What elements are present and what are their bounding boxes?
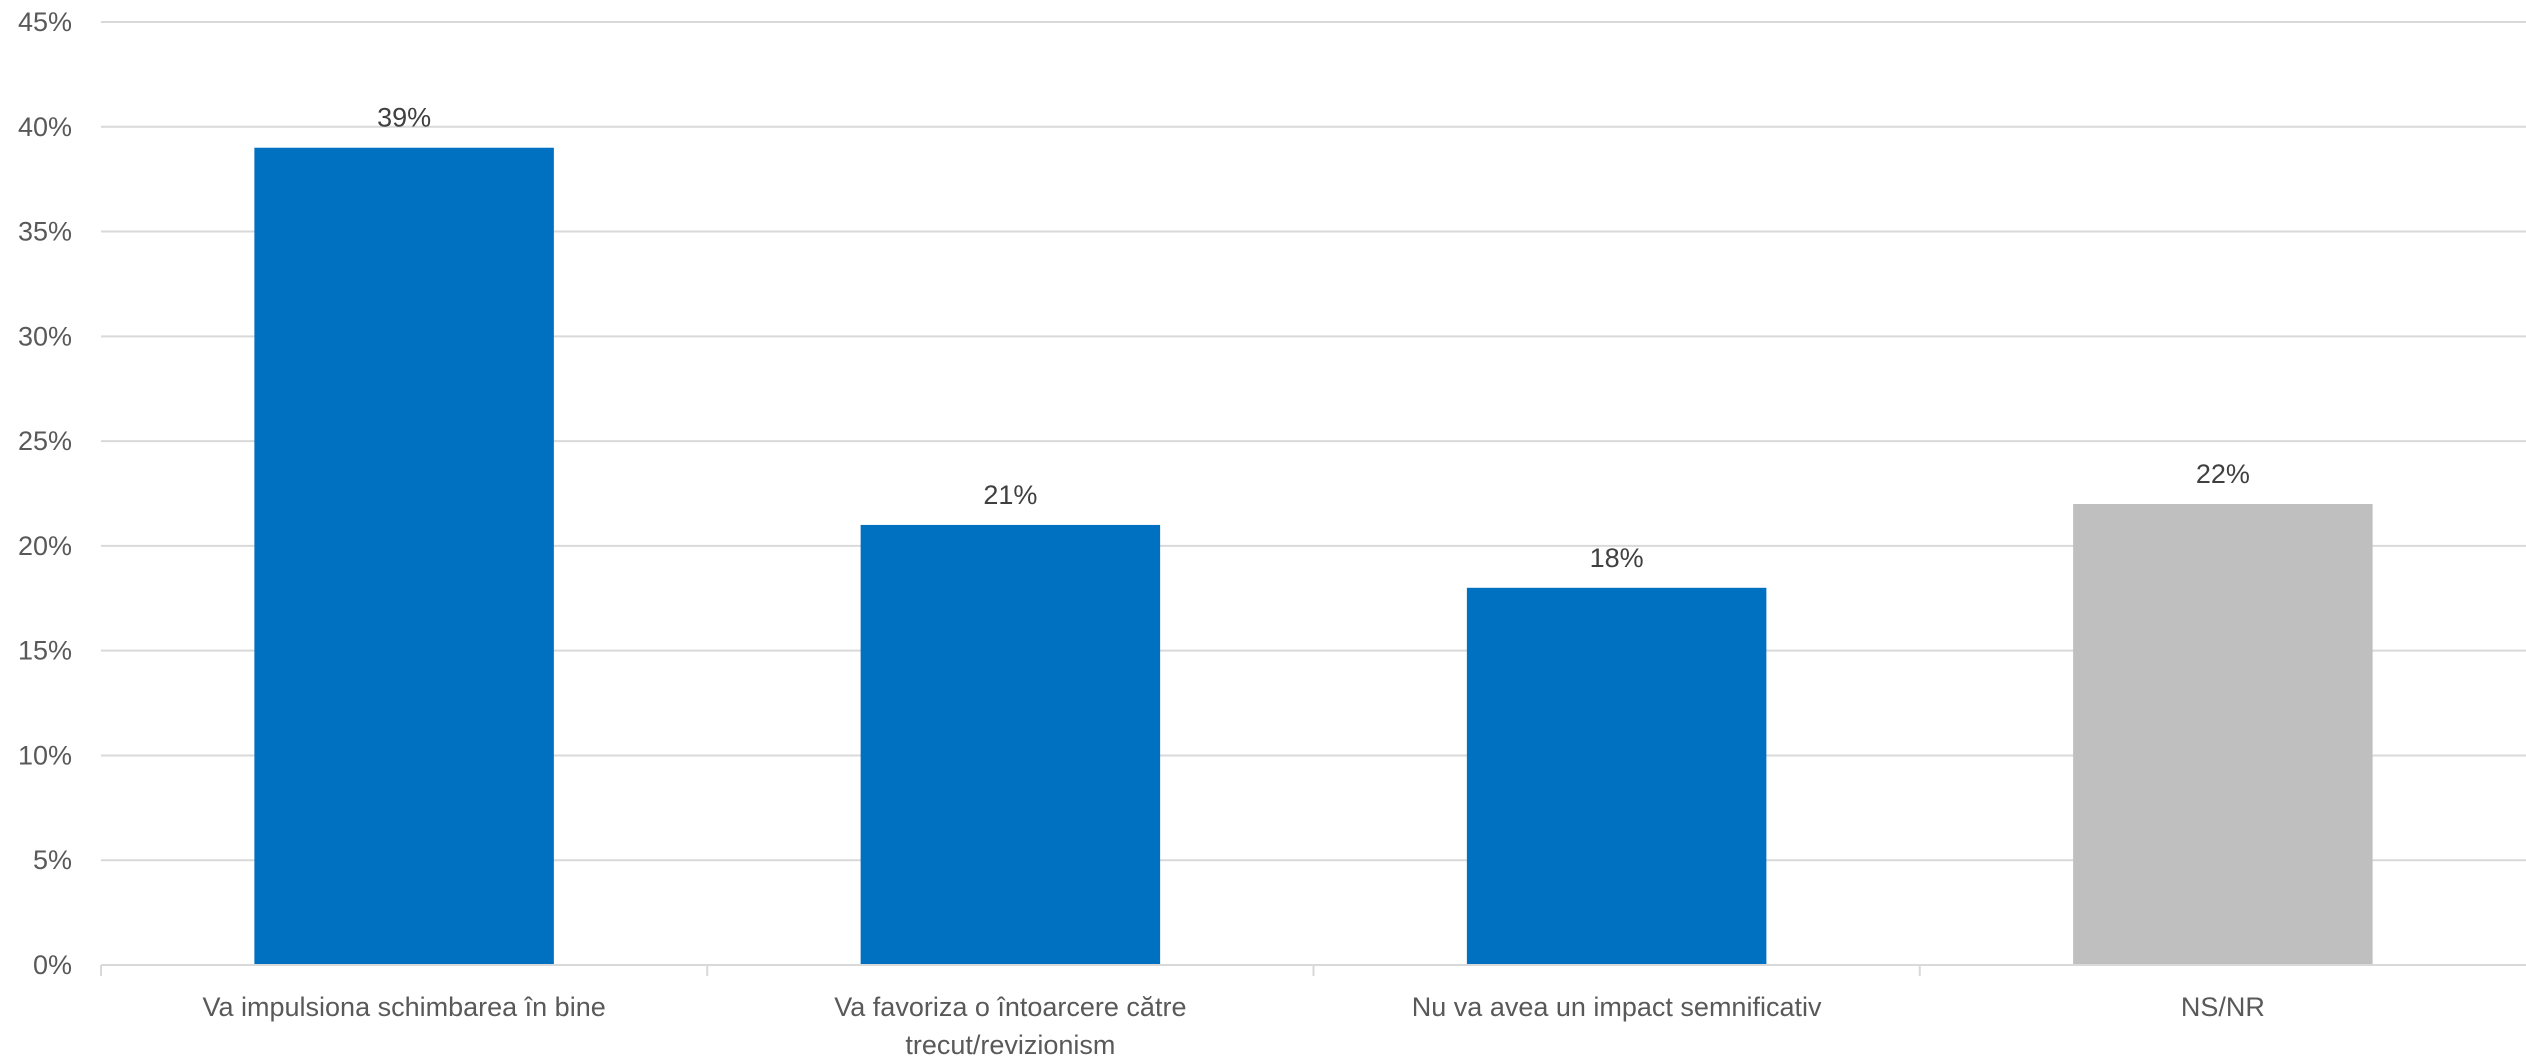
x-axis [100,964,2526,976]
data-labels: 39% 21% 18% 22% [377,103,2250,573]
y-tick-label: 10% [18,740,72,770]
y-tick-label: 30% [18,321,72,351]
x-category-label: Va impulsiona schimbarea în bine [203,992,606,1022]
bar [1466,587,1767,965]
y-tick-label: 35% [18,217,72,247]
y-tick-label: 15% [18,636,72,666]
x-axis-category-labels: Va impulsiona schimbarea în bine Va favor… [203,992,2265,1060]
y-tick-label: 45% [18,7,72,37]
y-tick-label: 40% [18,112,72,142]
x-category-label: NS/NR [2181,992,2265,1022]
bar [254,147,554,965]
data-label: 22% [2196,459,2250,489]
x-category-label: Va favoriza o întoarcere către [834,992,1186,1022]
bar [2073,503,2373,965]
y-tick-label: 5% [33,845,72,875]
y-tick-label: 0% [33,950,72,980]
x-category-label: trecut/revizionism [905,1030,1115,1059]
y-tick-label: 20% [18,531,72,561]
y-tick-label: 25% [18,426,72,456]
data-label: 39% [377,103,431,133]
y-axis-tick-labels: 0% 5% 10% 15% 20% 25% 30% 35% 40% 45% [18,7,72,980]
data-label: 18% [1590,543,1644,573]
bar [860,524,1161,965]
data-label: 21% [983,480,1037,510]
x-category-label: Nu va avea un impact semnificativ [1412,992,1822,1022]
bars [254,147,2373,965]
